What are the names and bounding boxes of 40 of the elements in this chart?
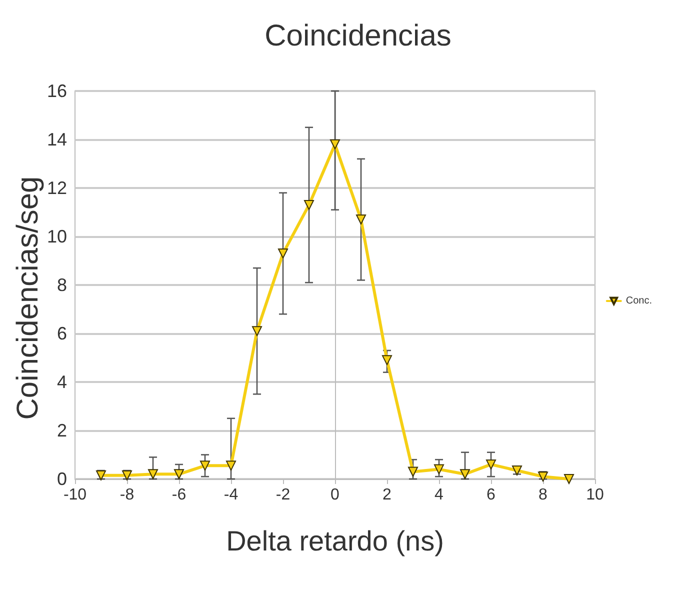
point — [460, 469, 470, 480]
point — [408, 466, 418, 477]
y-tick-label: 12 — [46, 178, 67, 198]
y-tick-label: 4 — [56, 372, 67, 392]
y-tick-label: 2 — [56, 420, 67, 440]
y-tick-label: 8 — [56, 275, 67, 295]
point — [148, 469, 158, 480]
point — [252, 326, 262, 336]
point — [200, 460, 210, 471]
point — [564, 474, 574, 484]
point — [512, 466, 522, 476]
x-tick-label: -8 — [120, 486, 134, 504]
x-tick-label: 4 — [434, 486, 444, 504]
x-axis-title: Delta retardo (ns) — [226, 526, 444, 556]
point — [278, 248, 288, 258]
legend-label: Conc. — [626, 296, 652, 306]
y-axis-title: Coincidencias/seg — [12, 176, 44, 420]
point — [434, 464, 444, 474]
point — [382, 355, 392, 366]
point — [226, 460, 236, 471]
x-tick-label: -6 — [172, 486, 186, 504]
point — [486, 459, 496, 470]
y-tick-label: 0 — [56, 469, 67, 489]
x-tick-label: 0 — [330, 486, 340, 504]
x-tick-label: 8 — [538, 486, 548, 504]
y-tick-label: 16 — [46, 81, 67, 101]
x-tick-label: -4 — [224, 486, 238, 504]
x-tick-label: 6 — [486, 486, 496, 504]
point — [330, 139, 340, 150]
y-tick-label: 14 — [46, 130, 67, 150]
x-tick-label: 10 — [586, 486, 604, 504]
y-tick-label: 6 — [56, 324, 67, 344]
x-tick-label: -2 — [276, 486, 290, 504]
point — [174, 469, 184, 480]
y-tick-label: 10 — [46, 226, 67, 246]
point — [356, 214, 366, 225]
point — [304, 200, 314, 210]
x-tick-label: -10 — [63, 486, 87, 504]
x-tick-label: 2 — [382, 486, 392, 504]
chart-title: Coincidencias — [264, 20, 452, 52]
